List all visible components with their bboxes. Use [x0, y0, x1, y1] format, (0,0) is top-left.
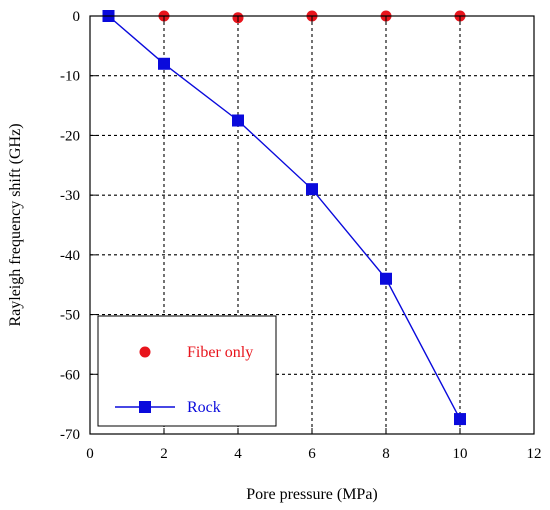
- data-point-rock: [158, 57, 170, 70]
- x-tick-label: 6: [308, 446, 316, 462]
- data-point-rock: [380, 272, 392, 285]
- y-tick-label: -60: [60, 367, 80, 383]
- ticks: 0 2 4 6 8 10 12 0 -10 -20 -30 -40 -50 -60 -70: [60, 9, 542, 462]
- series-fiber-only: [103, 10, 466, 24]
- data-point-rock: [454, 413, 466, 426]
- legend-label: Fiber only: [187, 344, 253, 361]
- y-tick-label: -20: [60, 128, 80, 144]
- y-tick-label: -70: [60, 427, 80, 443]
- x-tick-label: 10: [453, 446, 468, 462]
- y-axis-label: Rayleigh frequency shift (GHz): [7, 123, 24, 326]
- x-tick-label: 8: [382, 446, 390, 462]
- y-tick-label: -10: [60, 69, 80, 85]
- y-tick-label: -40: [60, 248, 80, 264]
- x-tick-label: 4: [234, 446, 242, 462]
- legend-marker: [139, 401, 151, 413]
- y-tick-label: -30: [60, 188, 80, 204]
- legend-label: Rock: [187, 399, 221, 416]
- y-tick-label: 0: [73, 9, 81, 25]
- series-line-rock: [108, 15, 461, 420]
- y-tick-label: -50: [60, 308, 80, 324]
- legend: Fiber only Rock: [97, 315, 277, 427]
- x-tick-label: 2: [160, 446, 168, 462]
- data-point-rock: [232, 114, 244, 127]
- legend-marker: [139, 346, 151, 358]
- series-rock: [102, 10, 466, 426]
- x-axis-label: Pore pressure (MPa): [246, 486, 378, 503]
- x-tick-label: 12: [527, 446, 542, 462]
- data-point-rock: [306, 183, 318, 196]
- x-tick-label: 0: [86, 446, 94, 462]
